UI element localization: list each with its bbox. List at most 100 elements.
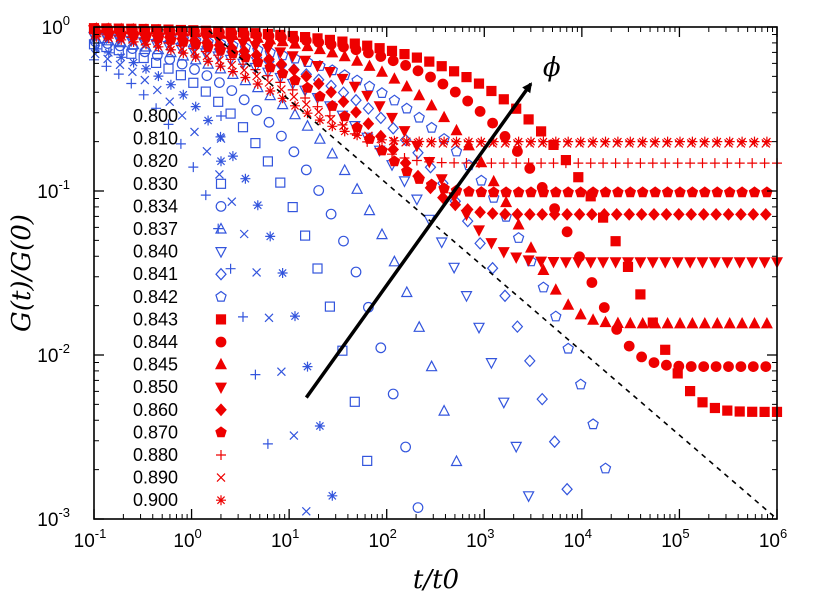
data-point bbox=[498, 158, 509, 169]
legend-marker bbox=[216, 111, 226, 121]
legend-label: 0.850 bbox=[133, 377, 178, 397]
data-point bbox=[389, 135, 400, 146]
data-point bbox=[562, 186, 574, 198]
data-point bbox=[190, 101, 201, 112]
data-point bbox=[200, 190, 211, 201]
data-point bbox=[499, 289, 511, 303]
data-point bbox=[313, 185, 325, 196]
data-point bbox=[485, 358, 498, 370]
data-point bbox=[747, 406, 758, 417]
y-tick-base: 10 bbox=[37, 182, 58, 203]
data-point bbox=[302, 361, 313, 372]
data-point bbox=[473, 78, 485, 89]
data-point bbox=[487, 186, 500, 198]
data-point bbox=[486, 261, 499, 275]
data-point bbox=[138, 52, 149, 64]
data-point bbox=[189, 64, 200, 75]
legend-marker bbox=[215, 382, 227, 394]
data-point bbox=[636, 351, 647, 363]
data-point bbox=[463, 136, 474, 147]
data-point bbox=[252, 200, 263, 211]
y-tick-label: 10-2 bbox=[37, 341, 70, 367]
data-point bbox=[449, 66, 460, 77]
legend-label: 0.842 bbox=[133, 287, 178, 307]
data-point bbox=[163, 38, 174, 48]
data-point bbox=[525, 186, 537, 198]
data-point bbox=[612, 186, 624, 198]
data-point bbox=[513, 136, 524, 147]
data-point bbox=[376, 87, 388, 98]
data-point bbox=[277, 93, 288, 104]
data-point bbox=[190, 52, 201, 62]
data-point bbox=[522, 491, 535, 503]
data-point bbox=[141, 39, 151, 50]
data-point bbox=[709, 402, 721, 414]
data-point bbox=[672, 208, 685, 221]
x-axis-title-text: t/t0 bbox=[413, 565, 459, 595]
data-point bbox=[634, 257, 647, 269]
data-point bbox=[301, 99, 311, 109]
data-point bbox=[225, 54, 236, 65]
data-point bbox=[648, 208, 660, 221]
data-point bbox=[103, 54, 113, 64]
x-tick-label: 100 bbox=[173, 526, 201, 552]
data-point bbox=[299, 55, 312, 68]
data-point bbox=[387, 388, 399, 400]
data-point bbox=[538, 136, 549, 147]
legend-label: 0.844 bbox=[133, 332, 178, 352]
data-point bbox=[599, 315, 612, 328]
data-point bbox=[512, 145, 523, 157]
data-point bbox=[424, 156, 435, 167]
legend-entry-0.870: 0.870 bbox=[133, 422, 227, 442]
x-tick-exponent: 4 bbox=[585, 526, 592, 541]
legend-label: 0.841 bbox=[133, 264, 178, 284]
data-point bbox=[487, 117, 499, 129]
data-point bbox=[275, 130, 287, 142]
data-point bbox=[684, 257, 697, 269]
data-point bbox=[399, 133, 412, 147]
y-tick-exponent: -1 bbox=[58, 177, 70, 192]
data-point bbox=[362, 47, 374, 59]
data-point bbox=[238, 311, 248, 322]
data-point bbox=[609, 257, 622, 269]
data-point bbox=[126, 78, 137, 89]
data-point bbox=[721, 257, 734, 269]
data-point bbox=[399, 153, 410, 163]
data-point bbox=[686, 317, 699, 329]
data-point bbox=[525, 241, 537, 253]
data-point bbox=[501, 136, 512, 147]
data-point bbox=[276, 34, 289, 47]
data-point bbox=[487, 174, 500, 187]
data-point bbox=[302, 108, 313, 119]
data-point bbox=[262, 156, 273, 167]
data-point bbox=[723, 186, 736, 198]
legend-marker bbox=[215, 267, 227, 281]
data-point bbox=[723, 317, 736, 329]
data-point bbox=[624, 186, 637, 198]
data-point bbox=[511, 158, 522, 169]
data-point bbox=[314, 421, 325, 431]
data-point bbox=[413, 88, 426, 101]
data-point bbox=[351, 54, 364, 66]
legend-label: 0.880 bbox=[133, 445, 178, 465]
data-point bbox=[635, 289, 646, 300]
data-point bbox=[324, 301, 335, 312]
data-point bbox=[289, 107, 301, 120]
data-point bbox=[411, 52, 422, 63]
data-point bbox=[759, 406, 770, 417]
data-point bbox=[413, 111, 425, 123]
data-point bbox=[287, 202, 298, 213]
data-point bbox=[163, 63, 174, 74]
y-axis-title-text: G(t)/G(0) bbox=[7, 214, 37, 332]
data-point bbox=[610, 236, 621, 247]
data-point bbox=[488, 136, 499, 147]
legend-label: 0.900 bbox=[133, 490, 178, 510]
data-point bbox=[685, 361, 697, 372]
data-point bbox=[526, 136, 536, 147]
data-point bbox=[759, 158, 770, 169]
data-point bbox=[128, 57, 139, 68]
data-point bbox=[537, 186, 550, 198]
data-point bbox=[660, 208, 673, 221]
x-tick-exponent: 0 bbox=[195, 526, 202, 541]
